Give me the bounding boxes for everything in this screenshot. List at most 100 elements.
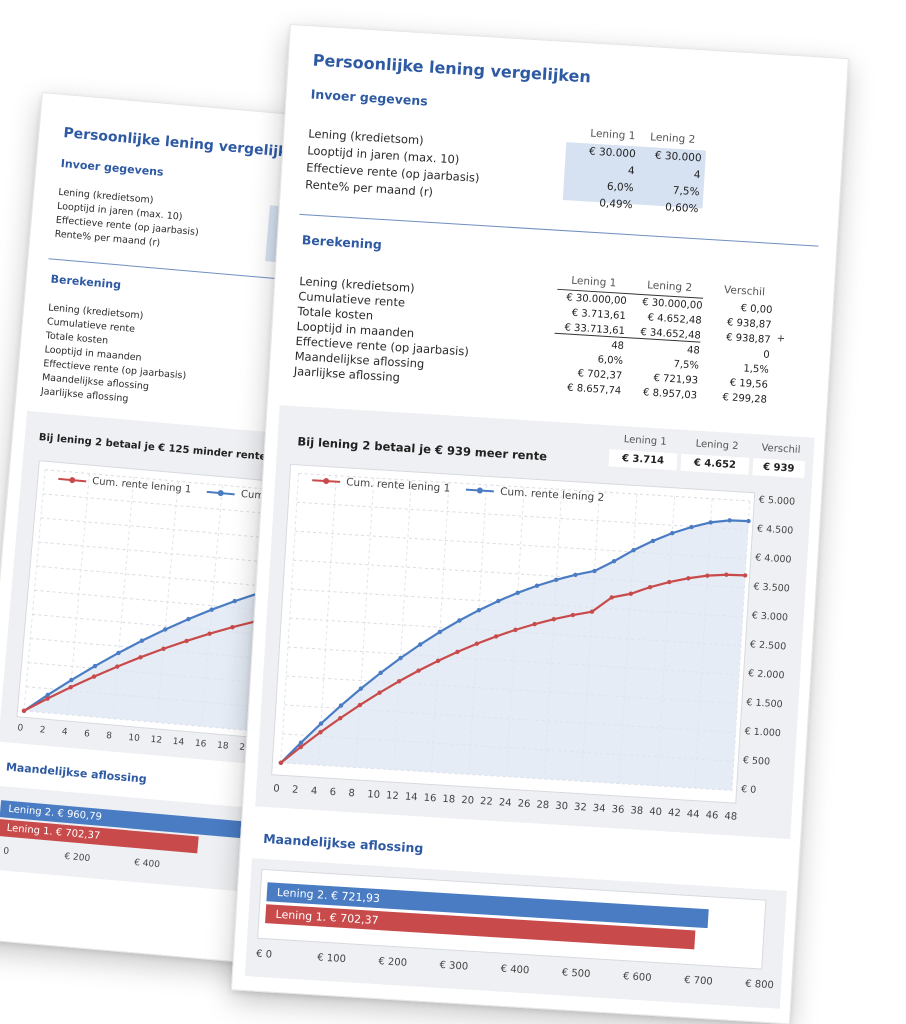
data-point (455, 649, 460, 655)
gridline-v (23, 469, 46, 711)
data-point (611, 559, 617, 564)
front-berekening-heading: Berekening (301, 232, 383, 253)
front-bars: Lening 2. € 721,93 Lening 1. € 702,37 (262, 870, 765, 950)
data-point (435, 658, 441, 664)
data-point (68, 685, 73, 690)
data-point (378, 670, 383, 676)
x-tick-label: 12 (385, 790, 400, 803)
data-point (45, 696, 50, 701)
front-chart-area: Bij lening 2 betaal je € 939 meer rente … (255, 405, 815, 840)
data-point (298, 744, 303, 750)
bar-x-tick-label: € 600 (622, 971, 652, 984)
y-tick-label: € 5.000 (758, 494, 796, 508)
calc-value-1: € 3.713,61 (571, 307, 627, 323)
back-x-tick-label: 2 (39, 725, 46, 736)
y-tick-label: € 1.000 (744, 726, 782, 740)
front-invoer-col2: Lening 2 (649, 131, 696, 146)
data-point (115, 664, 120, 669)
data-point (416, 668, 421, 673)
x-tick-label: 34 (592, 802, 606, 815)
bar-x-tick-label: € 700 (683, 974, 714, 988)
gridline-v (317, 475, 337, 766)
data-point (230, 625, 235, 630)
x-tick-label: 28 (536, 799, 550, 812)
data-point (551, 616, 557, 622)
calc-value-3: 1,5% (743, 363, 770, 376)
x-tick-label: 6 (329, 786, 337, 799)
data-point (45, 692, 50, 698)
x-tick-label: 44 (686, 808, 700, 821)
data-point (161, 646, 166, 651)
calc-value-2: € 721,93 (653, 372, 699, 387)
data-point (609, 595, 614, 600)
calc-value-1: € 33.713,61 (564, 322, 626, 338)
chart-header-col2: Lening 2 (695, 438, 739, 453)
calc-value-1: € 30.000,00 (566, 292, 628, 308)
data-point (667, 579, 672, 585)
y-tick-label: € 0 (740, 783, 757, 796)
data-point (476, 607, 482, 613)
data-point (631, 548, 636, 553)
data-point (437, 629, 443, 635)
bar-x-tick-label: € 800 (744, 978, 775, 992)
x-tick-label: 42 (667, 807, 682, 820)
data-point (554, 577, 559, 582)
bar-x-tick-label: € 0 (255, 948, 273, 961)
data-point (689, 524, 694, 530)
x-tick-label: 18 (442, 793, 456, 806)
back-bar-tick-2: € 400 (133, 857, 161, 871)
bar-x-tick-label: € 300 (439, 959, 469, 973)
calc-value-3: € 938,87 (726, 317, 772, 331)
calc-value-3: € 0,00 (740, 303, 773, 316)
data-point (532, 621, 537, 627)
gridline-v (156, 481, 179, 723)
data-point (318, 729, 323, 735)
calc-value-3: € 299,28 (722, 392, 768, 406)
data-point (708, 520, 713, 525)
front-x-axis: 0 2 4 6 8 10 12 14 16 18 20 22 24 26 28 30 32 34 36 38 40 42 4… (273, 405, 815, 822)
series-line (23, 585, 282, 712)
bar-x-tick-label: € 400 (500, 963, 530, 977)
gridline-v (200, 485, 224, 727)
data-point (21, 708, 27, 713)
back-x-tick-label: 10 (127, 733, 141, 744)
data-point (396, 679, 402, 684)
y-tick-label: € 3.500 (753, 581, 791, 595)
calc-value-2: 48 (686, 344, 701, 357)
back-x-tick-label: 4 (61, 727, 68, 738)
front-chart-title: Bij lening 2 betaal je € 939 meer rente (297, 434, 548, 464)
x-tick-label: 24 (498, 797, 512, 809)
data-point (628, 591, 634, 596)
x-tick-label: 4 (310, 785, 318, 798)
front-sheet: Persoonlijke lening vergelijken Invoer g… (230, 24, 849, 1024)
y-tick-label: € 2.000 (747, 668, 785, 682)
data-point (686, 576, 691, 581)
chart-header-v3: € 939 (752, 458, 806, 479)
x-tick-label: 10 (366, 789, 381, 801)
x-tick-label: 14 (404, 791, 418, 804)
x-tick-label: 0 (272, 783, 280, 795)
data-point (534, 583, 540, 588)
data-point (573, 572, 578, 578)
x-tick-label: 26 (517, 798, 531, 811)
invoer-value-2: 0,60% (664, 201, 699, 216)
data-point (91, 674, 97, 679)
calc-value-2: € 4.652,48 (647, 312, 702, 327)
x-tick-label: 8 (348, 788, 356, 800)
back-x-tick-label: 6 (83, 729, 91, 740)
data-point (496, 598, 501, 604)
x-tick-label: 32 (573, 801, 588, 814)
front-invoer-col1: Lening 1 (589, 127, 636, 143)
data-point (417, 642, 423, 647)
calc-value-2: 7,5% (673, 359, 700, 372)
x-tick-label: 36 (611, 804, 625, 816)
front-plot-area: Cum. rente lening 1 Cum. rente lening 2 (271, 463, 756, 804)
data-point (592, 568, 597, 574)
calc-value-3: € 19,56 (729, 377, 769, 391)
x-tick-label: 48 (724, 811, 738, 823)
data-point (474, 641, 480, 646)
y-tick-label: € 4.000 (754, 552, 792, 566)
front-calc-plus: + (776, 333, 786, 345)
x-tick-label: 40 (648, 806, 663, 819)
front-calc-col3: Verschil (723, 284, 766, 299)
